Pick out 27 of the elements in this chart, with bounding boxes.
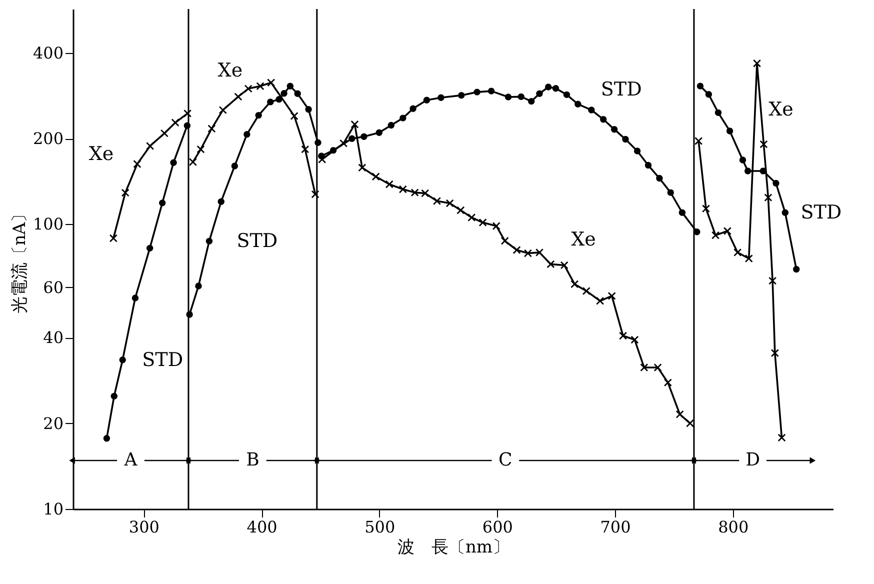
y-axis-title: 光電流〔nA〕 <box>10 205 30 314</box>
y-tick-label: 400 <box>32 43 64 62</box>
series-label: Xe <box>88 142 114 165</box>
y-tick-label: 200 <box>32 129 64 148</box>
series-label: STD <box>142 348 184 371</box>
x-tick-label: 800 <box>718 518 749 536</box>
x-axis-title: 波 長〔nm〕 <box>397 538 510 558</box>
y-tick-label: 100 <box>32 214 64 234</box>
y-tick-label: 60 <box>43 278 64 297</box>
y-tick-label: 20 <box>43 414 64 433</box>
y-tick-label: 40 <box>43 328 64 348</box>
annotation: B <box>246 450 260 471</box>
annotation: D <box>746 450 760 471</box>
series-label: STD <box>236 230 278 252</box>
annotation: A <box>123 450 138 471</box>
x-tick-label: 300 <box>128 518 160 536</box>
x-tick-label: 700 <box>600 518 631 536</box>
x-tick-label: 400 <box>246 518 278 536</box>
series-label: Xe <box>218 60 243 82</box>
series-label: Xe <box>768 98 794 120</box>
annotation: C <box>498 450 512 471</box>
x-tick-label: 500 <box>364 518 396 536</box>
series-label: Xe <box>571 228 596 250</box>
x-tick-label: 600 <box>482 518 513 536</box>
series-label: STD <box>600 78 642 100</box>
y-tick-label: 10 <box>43 500 64 518</box>
series-label: STD <box>800 202 842 224</box>
